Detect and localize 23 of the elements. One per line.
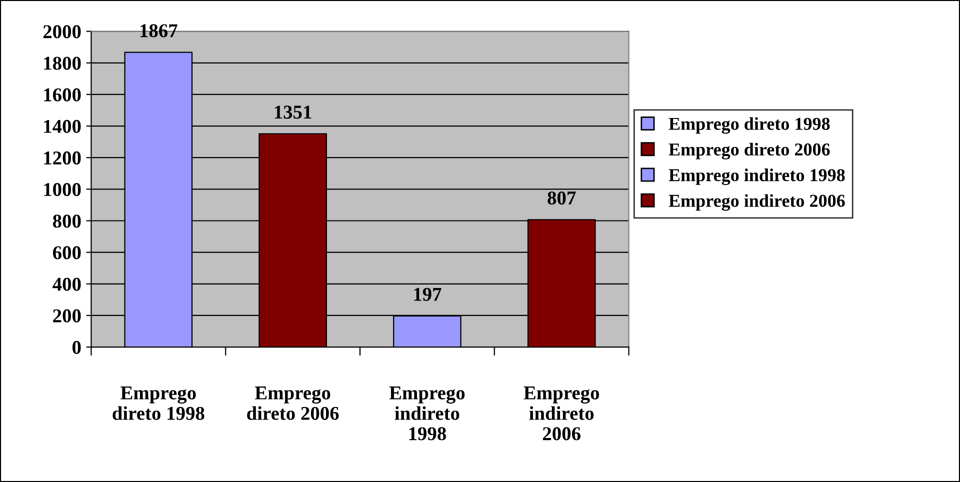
y-tick-label: 1000 [44, 183, 81, 196]
x-tick-label: Emprego direto 1998 [112, 386, 204, 420]
x-tick-label: Emprego indireto 1998 [389, 386, 465, 440]
y-tick-label: 1400 [44, 120, 81, 133]
data-label: 807 [548, 191, 576, 205]
legend-label: Emprego direto 2006 [668, 142, 830, 160]
y-tick-label: 200 [53, 309, 81, 322]
x-tick-label: Emprego indireto 2006 [524, 386, 600, 440]
legend-label: Emprego indireto 2006 [668, 194, 845, 211]
y-tick-label: 1800 [44, 56, 81, 70]
y-tick-label: 2000 [43, 25, 81, 38]
x-tick-label: Emprego direto 2006 [247, 386, 339, 420]
y-tick-label: 1200 [44, 151, 81, 165]
y-tick-label: 600 [52, 246, 81, 260]
y-tick-label: 800 [52, 214, 81, 228]
data-label: 1351 [274, 106, 312, 119]
legend-label: Emprego direto 1998 [668, 117, 830, 134]
y-tick-label: 400 [52, 278, 81, 291]
y-tick-label: 1600 [44, 88, 81, 102]
y-tick-label: 0 [72, 340, 81, 354]
data-label: 197 [414, 288, 442, 301]
legend-label: Emprego indireto 1998 [668, 168, 845, 186]
data-label: 1867 [140, 24, 178, 38]
